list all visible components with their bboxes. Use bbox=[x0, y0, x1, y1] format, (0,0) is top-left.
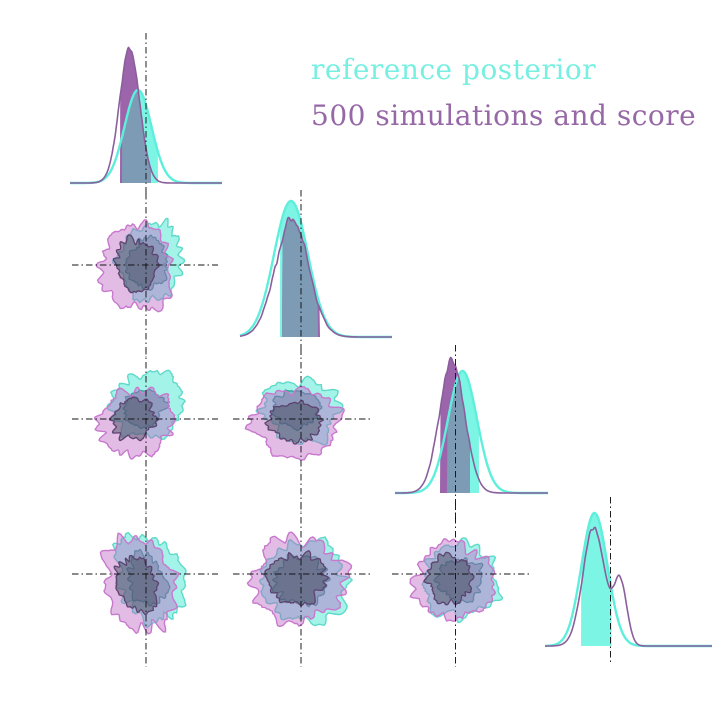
contour-cell-3-2 bbox=[392, 503, 530, 667]
contour-cell-2-0 bbox=[72, 348, 218, 512]
contour-cell-3-0 bbox=[72, 503, 218, 667]
diag-kde-cell-3 bbox=[544, 497, 713, 663]
legend-item-reference-posterior: reference posterior bbox=[311, 53, 597, 86]
contour-cell-2-1 bbox=[233, 348, 372, 512]
diag-kde-cell-1 bbox=[239, 190, 393, 357]
contour-cell-1-0 bbox=[72, 193, 218, 357]
diag-kde-cell-0 bbox=[69, 33, 223, 196]
legend-item-simulations-and-score: 500 simulations and score bbox=[311, 99, 697, 132]
contour-cell-3-1 bbox=[233, 503, 372, 667]
legend: reference posterior 500 simulations and … bbox=[311, 56, 696, 130]
diag-kde-cell-2 bbox=[394, 345, 549, 519]
